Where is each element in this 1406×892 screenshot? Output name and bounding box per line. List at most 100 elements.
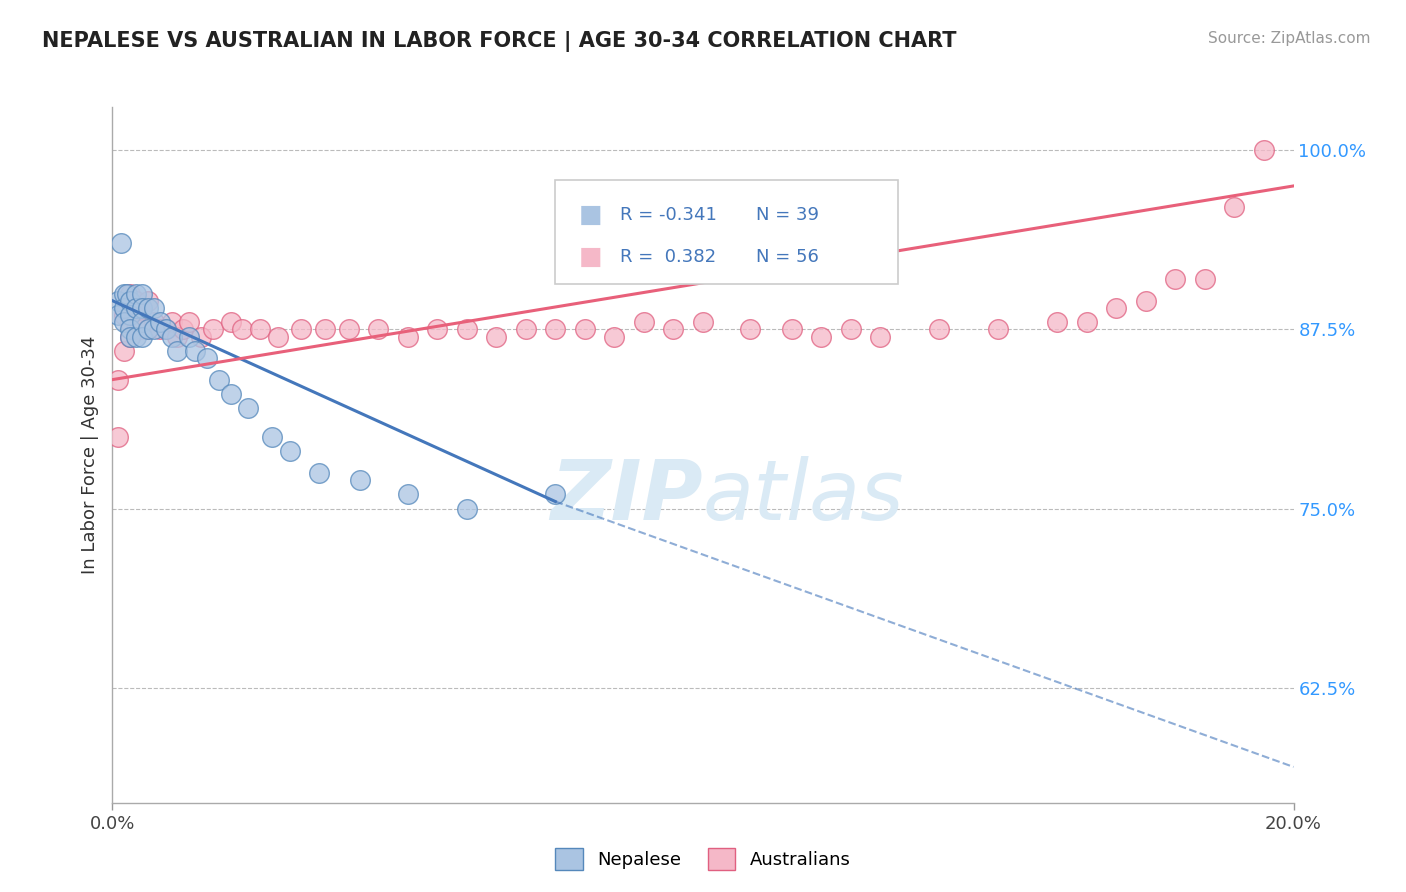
Point [131,301,153,315]
Point [1105,301,1128,315]
Point [231,322,253,336]
FancyBboxPatch shape [555,180,898,285]
Point [456,322,478,336]
Point [1164,272,1187,286]
Text: N = 39: N = 39 [756,206,820,224]
Point [120,286,142,301]
Point [485,329,508,343]
Point [201,322,224,336]
Point [117,286,138,301]
Point [125,322,148,336]
Point [120,329,142,343]
Point [136,322,159,336]
Point [987,322,1010,336]
Point [839,322,862,336]
Point [426,322,449,336]
Point [131,315,153,329]
Point [160,315,183,329]
Point [692,315,714,329]
Point [107,430,129,444]
Text: ■: ■ [579,244,603,268]
Point [107,373,129,387]
Point [136,293,159,308]
Text: NEPALESE VS AUSTRALIAN IN LABOR FORCE | AGE 30-34 CORRELATION CHART: NEPALESE VS AUSTRALIAN IN LABOR FORCE | … [42,31,956,53]
Point [238,401,260,416]
Text: R =  0.382: R = 0.382 [620,248,717,266]
Point [179,329,201,343]
Point [633,315,655,329]
Point [166,329,188,343]
Point [131,301,153,315]
Point [112,301,135,315]
Point [367,322,389,336]
Point [142,315,165,329]
Point [396,329,419,343]
Point [131,286,153,301]
Point [869,329,891,343]
Point [219,387,242,401]
Point [110,236,132,251]
Point [112,286,135,301]
Point [349,473,371,487]
Point [1223,201,1246,215]
Point [740,322,762,336]
Point [142,322,165,336]
Point [112,308,135,322]
Point [396,487,419,501]
Point [290,322,312,336]
Point [662,322,685,336]
Point [179,315,201,329]
Point [574,322,596,336]
Point [125,293,148,308]
Point [155,322,177,336]
Text: atlas: atlas [703,456,904,537]
Point [112,343,135,358]
Point [1046,315,1069,329]
Point [120,315,142,329]
Point [249,322,271,336]
Point [603,329,626,343]
Point [160,329,183,343]
Point [125,329,148,343]
Y-axis label: In Labor Force | Age 30-34: In Labor Force | Age 30-34 [80,335,98,574]
Point [195,351,218,365]
Point [125,301,148,315]
Point [780,322,803,336]
Point [314,322,336,336]
Point [337,322,360,336]
Point [190,329,212,343]
Point [125,286,148,301]
Point [1135,293,1157,308]
Point [308,466,330,480]
Point [544,487,567,501]
Point [515,322,537,336]
Point [107,308,129,322]
Text: R = -0.341: R = -0.341 [620,206,717,224]
Point [810,329,832,343]
Text: Source: ZipAtlas.com: Source: ZipAtlas.com [1208,31,1371,46]
Point [166,343,188,358]
Point [172,322,194,336]
Point [1076,315,1098,329]
Point [278,444,301,458]
Point [136,301,159,315]
Point [142,301,165,315]
Point [1253,143,1275,157]
Point [107,293,129,308]
Point [267,329,290,343]
Point [149,322,172,336]
Point [208,373,231,387]
Point [120,293,142,308]
Point [120,322,142,336]
Point [131,322,153,336]
Point [136,322,159,336]
Point [1194,272,1216,286]
Text: ■: ■ [579,202,603,227]
Point [928,322,950,336]
Point [149,315,172,329]
Point [155,322,177,336]
Point [131,329,153,343]
Point [112,315,135,329]
Point [120,329,142,343]
Text: ZIP: ZIP [550,456,703,537]
